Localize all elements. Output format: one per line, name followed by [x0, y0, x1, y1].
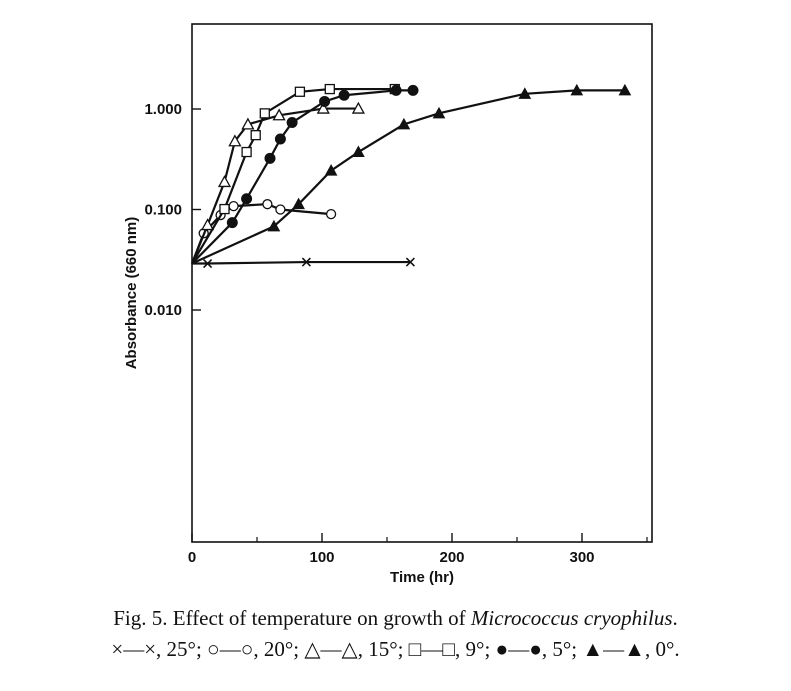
- y-axis-label: Absorbance (660 nm): [123, 217, 140, 370]
- data-point-filled-circle: [286, 117, 298, 129]
- data-point-open-circle: [228, 200, 239, 212]
- data-point-filled-circle: [407, 84, 419, 96]
- series-line-filled-triangle: [191, 89, 625, 265]
- x-tick-label: 100: [309, 549, 334, 566]
- data-point-filled-circle: [226, 217, 238, 229]
- data-point-open-triangle: [316, 101, 330, 114]
- x-axis-label: Time (hr): [390, 569, 454, 586]
- data-point-open-square: [294, 86, 306, 97]
- data-point-filled-circle: [274, 133, 286, 145]
- series-line-cross: [192, 260, 411, 265]
- x-tick-label: 300: [569, 549, 594, 566]
- data-point-filled-circle: [319, 95, 331, 107]
- x-tick-label: 200: [439, 549, 464, 566]
- caption-prefix: Fig. 5. Effect of temperature on growth …: [113, 606, 471, 630]
- data-point-open-triangle: [241, 117, 255, 130]
- data-point-open-triangle: [272, 108, 286, 121]
- data-point-cross: [203, 258, 213, 269]
- data-point-filled-circle: [338, 89, 350, 101]
- data-point-open-square: [324, 83, 335, 95]
- data-point-open-circle: [325, 208, 337, 220]
- data-point-filled-triangle: [518, 87, 532, 99]
- data-point-open-triangle: [351, 101, 365, 114]
- figure-caption-legend: ×—×, 25°; ○—○, 20°; △—△, 15°; □—□, 9°; ●…: [111, 637, 680, 661]
- data-point-filled-triangle: [618, 83, 632, 96]
- figure-caption-title: Fig. 5. Effect of temperature on growth …: [0, 606, 791, 631]
- series-line-open-triangle: [190, 107, 359, 264]
- data-point-filled-triangle: [397, 117, 411, 130]
- data-point-filled-circle: [390, 84, 402, 96]
- data-point-open-triangle: [217, 175, 232, 188]
- data-point-filled-triangle: [352, 145, 365, 158]
- series-line-filled-circle: [191, 89, 413, 265]
- data-point-open-square: [250, 130, 261, 141]
- data-point-filled-triangle: [432, 106, 446, 119]
- y-tick-label: 0.010: [144, 302, 182, 319]
- data-point-filled-triangle: [570, 83, 584, 96]
- data-point-cross: [301, 257, 311, 267]
- data-point-filled-circle: [241, 193, 253, 205]
- data-point-open-square: [259, 108, 270, 119]
- growth-chart: 0 100 200 300 0.010 0.100 1.000 Time (hr) Absorb…: [123, 23, 653, 586]
- data-point-open-triangle: [228, 134, 242, 147]
- y-tick-label: 0.100: [144, 202, 182, 219]
- data-point-filled-circle: [264, 152, 276, 164]
- data-point-cross: [405, 257, 415, 267]
- data-point-open-circle: [275, 204, 286, 215]
- y-tick-label: 1.000: [144, 101, 182, 118]
- x-tick-label: 0: [188, 549, 196, 566]
- caption-species: Micrococcus cryophilus: [470, 606, 673, 630]
- data-point-filled-triangle: [292, 197, 305, 210]
- data-point-open-circle: [262, 199, 273, 210]
- plot-frame: [191, 23, 653, 543]
- data-point-filled-triangle: [267, 219, 281, 232]
- series-line-open-square: [191, 87, 395, 265]
- data-point-filled-triangle: [324, 164, 338, 176]
- data-point-open-square: [219, 203, 230, 215]
- caption-suffix: .: [672, 606, 678, 630]
- data-point-open-triangle: [201, 218, 215, 231]
- data-point-open-square: [241, 146, 252, 158]
